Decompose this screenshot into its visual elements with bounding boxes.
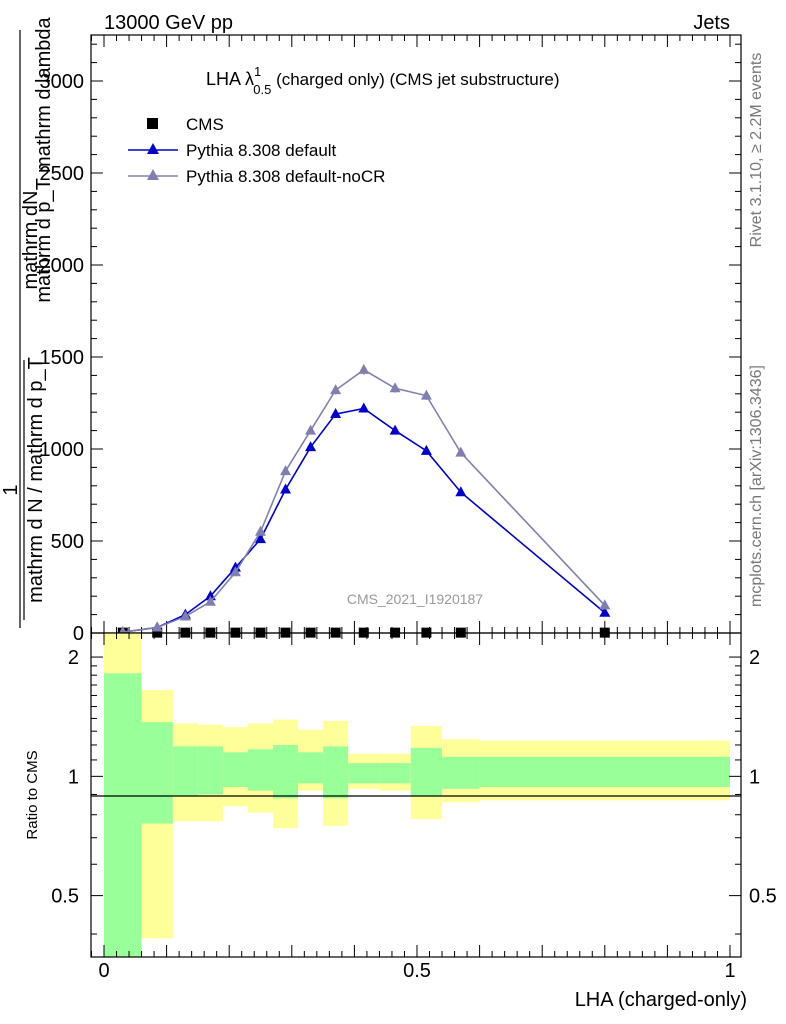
main-ytick-label: 1500	[40, 347, 85, 369]
ratio-ytick-label-left: 1	[68, 766, 79, 788]
header-right-label: Jets	[693, 12, 730, 34]
series-point	[305, 424, 317, 435]
legend-default-label: Pythia 8.308 default	[186, 141, 337, 160]
ratio-green-band	[197, 746, 223, 795]
mcplots-label: mcplots.cern.ch [arXiv:1306.3436]	[748, 365, 765, 607]
y-label-denominator: mathrm d N / mathrm d p_T	[25, 357, 47, 603]
legend-nocr-marker	[147, 169, 159, 180]
main-ytick-label: 3000	[40, 71, 85, 93]
main-ytick-label: 2500	[40, 163, 85, 185]
legend-default-marker	[147, 143, 159, 154]
main-ytick-label-zero: 0	[73, 623, 84, 645]
ratio-ytick-label-left: 0.5	[51, 886, 79, 908]
series-point	[179, 610, 191, 621]
ratio-green-band	[323, 746, 349, 799]
series-point	[420, 389, 432, 400]
ratio-ytick-label-right: 1	[749, 766, 760, 788]
series-point	[229, 566, 241, 577]
series-point	[389, 424, 401, 435]
legend-cms-label: CMS	[186, 115, 224, 134]
rivet-version-label: Rivet 3.1.10, ≥ 2.2M events	[748, 53, 765, 248]
series-point	[255, 525, 266, 536]
series-point	[204, 595, 216, 606]
ratio-green-band	[104, 673, 142, 957]
legend: CMS Pythia 8.308 default Pythia 8.308 de…	[128, 115, 385, 186]
main-ytick-label: 1000	[40, 439, 85, 461]
series-point	[455, 486, 467, 497]
series-point	[599, 599, 611, 610]
series-point	[358, 402, 370, 413]
y-label-numerator: mathrm dN	[20, 191, 42, 290]
xtick-label: 1	[724, 960, 735, 982]
xtick-label: 0	[98, 960, 109, 982]
ratio-plot-panel: 0.5 0.5 1 1 2 2 0 0.5 1	[51, 632, 777, 982]
x-axis-label: LHA (charged-only)	[575, 989, 747, 1011]
series-point	[280, 465, 292, 476]
y-label-one: 1	[0, 484, 22, 495]
ratio-green-band	[247, 749, 274, 791]
plot-title-main: LHA λ	[206, 69, 254, 89]
legend-cms-marker	[147, 118, 158, 129]
plot-title-sub: 0.5	[253, 82, 271, 97]
header-left-label: 13000 GeV pp	[104, 12, 233, 34]
ratio-ytick-label-right: 0.5	[749, 886, 777, 908]
ratio-ticks: 0.5 0.5 1 1 2 2 0 0.5 1	[51, 633, 777, 982]
plot-title: LHA λ1 0.5 (charged only) (CMS jet substr…	[206, 64, 560, 97]
ratio-green-band	[172, 746, 198, 797]
main-ytick-label: 2000	[40, 255, 85, 277]
series-point	[330, 384, 342, 395]
ratio-ytick-label-right: 2	[749, 647, 760, 669]
series-point	[599, 606, 611, 617]
series-point	[305, 441, 317, 452]
series-point	[358, 363, 370, 374]
series-point	[151, 621, 163, 632]
series-line	[122, 368, 606, 633]
ratio-green-band	[348, 763, 380, 784]
ratio-y-axis-label: Ratio to CMS	[24, 750, 41, 839]
ratio-green-band	[410, 747, 443, 797]
ratio-green-band	[379, 763, 411, 784]
main-ytick-label: 500	[51, 531, 84, 553]
main-plot-panel: 500 1000 1500 2000 2500 3000 0	[40, 34, 742, 645]
xtick-label: 0.5	[403, 960, 431, 982]
ratio-bands	[104, 633, 730, 957]
main-y-axis-label: mathrm dN mathrm d p_T mathrm d lambda 1…	[0, 16, 55, 628]
ratio-ytick-label-left: 2	[68, 647, 79, 669]
ratio-plot-frame	[90, 632, 742, 958]
series-point	[280, 483, 292, 494]
analysis-watermark: CMS_2021_I1920187	[347, 591, 483, 607]
plot-title-rest: (charged only) (CMS jet substructure)	[271, 70, 559, 89]
y-label-numerator-sub: mathrm d p_T mathrm d lambda	[33, 16, 55, 302]
ratio-green-band	[298, 752, 324, 784]
ratio-green-band	[141, 722, 173, 824]
series-point	[455, 446, 467, 457]
ratio-green-band	[273, 744, 299, 799]
series-point	[330, 408, 342, 419]
main-ticks: 500 1000 1500 2000 2500 3000 0	[40, 35, 741, 645]
series-point	[255, 533, 266, 544]
series-point	[420, 444, 432, 455]
series-point	[389, 382, 401, 393]
ratio-green-band	[442, 756, 480, 789]
ratio-green-band	[479, 756, 730, 787]
ratio-green-band	[222, 752, 248, 787]
plot-title-sup: 1	[254, 64, 261, 79]
series-2	[117, 363, 611, 637]
legend-nocr-label: Pythia 8.308 default-noCR	[186, 167, 385, 186]
series-line	[122, 407, 606, 633]
